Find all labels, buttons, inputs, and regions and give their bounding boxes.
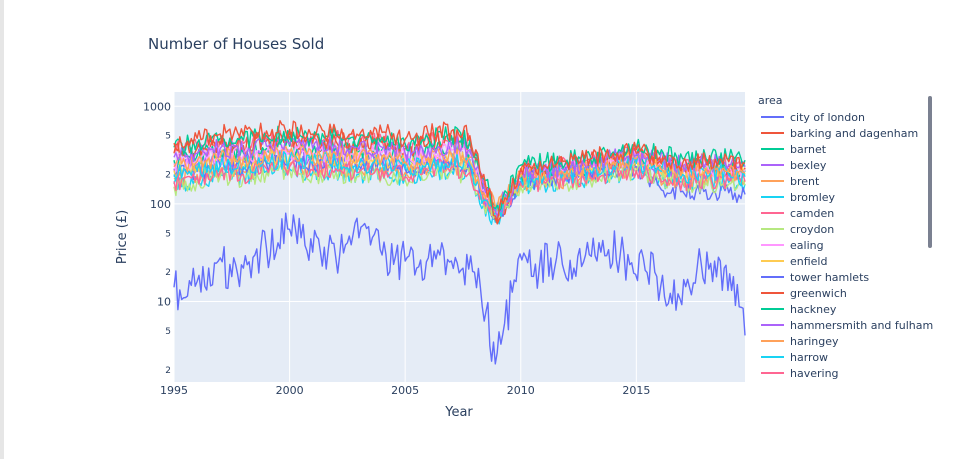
legend-item-label: brent: [790, 175, 820, 188]
legend-item-label: harrow: [790, 351, 828, 364]
legend-item-label: camden: [790, 207, 834, 220]
legend-item-label: haringey: [790, 335, 839, 348]
legend-item-label: city of london: [790, 111, 865, 124]
x-axis-label: Year: [444, 405, 473, 420]
legend-item-label: enfield: [790, 255, 827, 268]
series-line-barnet: [173, 125, 746, 212]
legend-item-label: hammersmith and fulham: [790, 319, 933, 332]
legend: area city of london barking and dagenham b…: [758, 94, 933, 380]
y-tick-label: 10: [157, 296, 171, 309]
legend-title: area: [758, 94, 783, 107]
y-tick-label: 1000: [143, 100, 171, 113]
legend-item-label: barnet: [790, 143, 827, 156]
window-edge: [0, 0, 4, 459]
legend-item-label: barking and dagenham: [790, 127, 918, 140]
series-line-barking-and-dagenham: [173, 119, 746, 222]
y-axis-label: Price (£): [115, 210, 130, 264]
x-axis-ticks: 1995 2000 2005 2010 2015: [160, 384, 650, 397]
series-line-city-of-london: [173, 212, 746, 365]
y-minor-tick-label: 5: [165, 229, 171, 239]
y-minor-tick-label: 2: [165, 171, 171, 181]
legend-item-label: ealing: [790, 239, 824, 252]
series-line-camden: [173, 157, 746, 217]
y-axis-ticks: 10 100 1000 2 5 2 5 2 5: [143, 100, 171, 376]
x-tick-label: 2005: [391, 384, 419, 397]
legend-item-label: bexley: [790, 159, 827, 172]
legend-item-label: havering: [790, 367, 839, 380]
x-tick-label: 2015: [622, 384, 650, 397]
legend-scrollbar[interactable]: [928, 96, 932, 248]
legend-item-label: bromley: [790, 191, 836, 204]
x-tick-label: 2000: [276, 384, 304, 397]
series-lines: [173, 119, 746, 365]
chart-title: Number of Houses Sold: [148, 35, 324, 53]
legend-item-label: greenwich: [790, 287, 847, 300]
legend-item-label: hackney: [790, 303, 837, 316]
legend-item-label: tower hamlets: [790, 271, 869, 284]
legend-item-label: croydon: [790, 223, 834, 236]
x-tick-label: 2010: [507, 384, 535, 397]
y-minor-tick-label: 2: [165, 366, 171, 376]
y-tick-label: 100: [150, 198, 171, 211]
y-minor-tick-label: 5: [165, 327, 171, 337]
y-minor-tick-label: 5: [165, 132, 171, 142]
y-minor-tick-label: 2: [165, 268, 171, 278]
x-tick-label: 1995: [160, 384, 188, 397]
